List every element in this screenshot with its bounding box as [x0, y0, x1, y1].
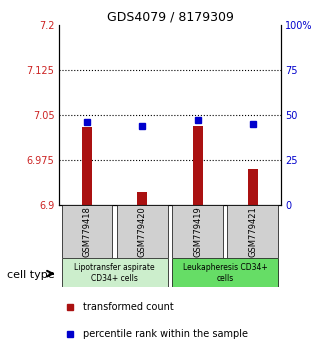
Text: Leukapheresis CD34+
cells: Leukapheresis CD34+ cells — [183, 263, 268, 282]
Text: percentile rank within the sample: percentile rank within the sample — [83, 329, 248, 339]
Bar — [62, 258, 168, 287]
Text: GSM779418: GSM779418 — [82, 206, 91, 257]
Bar — [227, 205, 278, 258]
Bar — [193, 126, 203, 205]
Bar — [248, 169, 258, 205]
Bar — [172, 258, 278, 287]
Text: GSM779419: GSM779419 — [193, 206, 202, 257]
Bar — [62, 205, 113, 258]
Bar — [137, 192, 147, 205]
Title: GDS4079 / 8179309: GDS4079 / 8179309 — [107, 11, 233, 24]
Text: cell type: cell type — [7, 270, 54, 280]
Bar — [172, 205, 223, 258]
Text: Lipotransfer aspirate
CD34+ cells: Lipotransfer aspirate CD34+ cells — [74, 263, 155, 282]
Text: transformed count: transformed count — [83, 302, 174, 312]
Text: GSM779420: GSM779420 — [138, 206, 147, 257]
Bar — [82, 127, 92, 205]
Bar — [117, 205, 168, 258]
Text: GSM779421: GSM779421 — [248, 206, 257, 257]
